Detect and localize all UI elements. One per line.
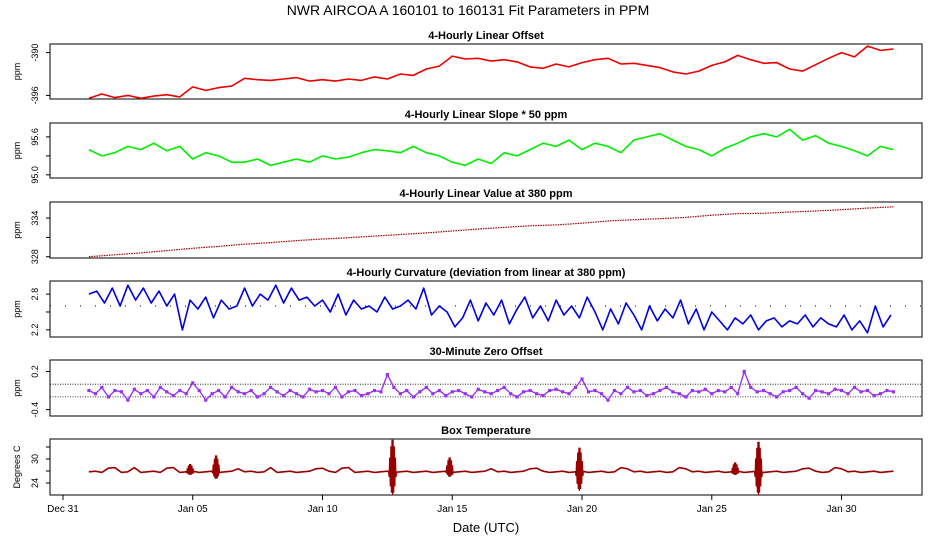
series-line-temp [88, 466, 894, 474]
y-tick-label: 95.0 [30, 166, 40, 184]
y-tick-label: 2.2 [30, 324, 40, 337]
panel-frame-slope [49, 122, 923, 179]
panel-frame-offset [49, 43, 923, 100]
temp-spike [388, 439, 398, 496]
y-tick-label: 2.8 [30, 288, 40, 301]
y-tick-label: 328 [30, 249, 40, 264]
temp-spike [574, 447, 584, 492]
panel-title-curvature: 4-Hourly Curvature (deviation from linea… [347, 267, 626, 279]
y-tick-label: 0.2 [30, 365, 40, 378]
x-tick-label: Jan 10 [307, 504, 337, 515]
panel-frame-zero [49, 359, 923, 417]
x-tick-label: Jan 30 [827, 504, 857, 515]
series-line-zero [88, 369, 894, 402]
panel-title-zero: 30-Minute Zero Offset [429, 346, 542, 358]
temp-spike [445, 457, 455, 478]
x-tick-label: Jan 15 [437, 504, 467, 515]
chart-title: NWR AIRCOA A 160101 to 160131 Fit Parame… [286, 2, 650, 18]
y-tick-label: 95.6 [30, 128, 40, 146]
y-tick-label: 334 [30, 211, 40, 226]
panel-frame-temp [49, 438, 923, 496]
panel-frame-curvature [49, 280, 923, 338]
y-axis-label-temp: Degrees C [12, 445, 22, 489]
y-tick-label: -0.4 [30, 402, 40, 418]
y-axis-label-slope: ppm [12, 142, 22, 160]
temp-spike [730, 462, 740, 476]
x-tick-label: Jan 25 [697, 504, 727, 515]
y-axis-label-zero: ppm [12, 379, 22, 397]
y-axis-label-value: ppm [12, 221, 22, 239]
x-tick-label: Dec 31 [47, 504, 79, 515]
x-axis-label: Date (UTC) [453, 520, 519, 535]
panel-title-value: 4-Hourly Linear Value at 380 ppm [399, 188, 572, 200]
panel-title-slope: 4-Hourly Linear Slope * 50 ppm [405, 109, 568, 121]
series-line-curvature [88, 284, 892, 334]
panel-frame-value [49, 201, 923, 259]
panel-title-temp: Box Temperature [441, 425, 531, 437]
panel-title-offset: 4-Hourly Linear Offset [428, 30, 544, 42]
temp-spike [753, 441, 764, 496]
x-tick-label: Jan 05 [178, 504, 208, 515]
y-tick-label: -390 [30, 44, 40, 62]
series-line-offset [88, 45, 894, 100]
temp-spike [185, 463, 195, 476]
y-axis-label-offset: ppm [12, 63, 22, 81]
x-tick-label: Jan 20 [567, 504, 597, 515]
series-line-slope [88, 128, 894, 167]
series-line-value [88, 206, 894, 258]
y-tick-label: -396 [30, 86, 40, 104]
y-tick-label: 24 [30, 478, 40, 488]
y-axis-label-curvature: ppm [12, 300, 22, 318]
temp-spike [211, 455, 221, 480]
y-tick-label: 30 [30, 454, 40, 464]
